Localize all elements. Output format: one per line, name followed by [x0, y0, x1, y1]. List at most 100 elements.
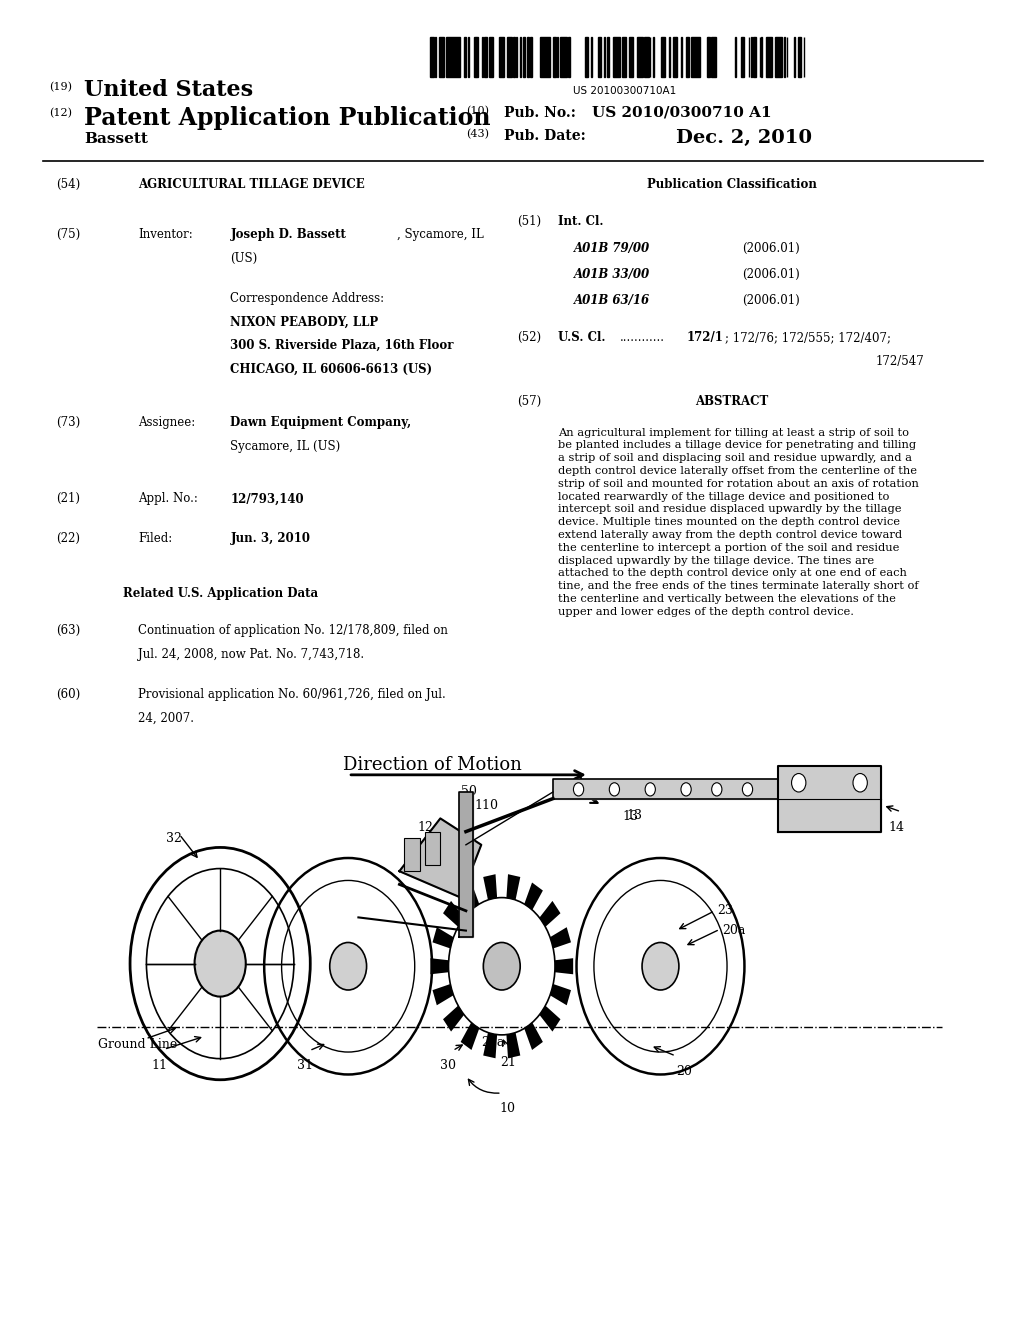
Text: Patent Application Publication: Patent Application Publication	[84, 106, 490, 129]
Bar	[484, 37, 486, 77]
Polygon shape	[540, 1006, 560, 1031]
Bar	[709, 37, 710, 77]
Text: Dawn Equipment Company,: Dawn Equipment Company,	[230, 416, 412, 429]
Bar	[527, 37, 529, 77]
Text: 300 S. Riverside Plaza, 16th Floor: 300 S. Riverside Plaza, 16th Floor	[230, 339, 454, 352]
Bar	[637, 37, 643, 77]
Bar	[612, 37, 620, 77]
Polygon shape	[524, 1023, 543, 1049]
Text: 31: 31	[297, 1059, 313, 1072]
Bar	[707, 37, 709, 77]
Bar	[623, 37, 627, 77]
Text: Jun. 3, 2010: Jun. 3, 2010	[230, 532, 310, 545]
Text: An agricultural implement for tilling at least a strip of soil to
be planted inc: An agricultural implement for tilling at…	[558, 428, 919, 616]
Bar	[489, 37, 493, 77]
Bar	[604, 37, 605, 77]
Text: 21a: 21a	[481, 1036, 505, 1049]
Text: Assignee:: Assignee:	[138, 416, 196, 429]
Text: A01B 79/00: A01B 79/00	[573, 242, 649, 255]
Text: 20: 20	[676, 1065, 692, 1078]
Circle shape	[573, 783, 584, 796]
Polygon shape	[550, 983, 571, 1006]
Text: 12: 12	[418, 821, 434, 834]
Text: Int. Cl.: Int. Cl.	[558, 215, 603, 228]
Text: 172/547: 172/547	[876, 355, 925, 368]
Circle shape	[195, 931, 246, 997]
Polygon shape	[399, 818, 481, 898]
Text: ; 172/76; 172/555; 172/407;: ; 172/76; 172/555; 172/407;	[725, 331, 891, 345]
Text: 12/793,140: 12/793,140	[230, 492, 304, 506]
Polygon shape	[461, 1023, 479, 1049]
Text: 24, 2007.: 24, 2007.	[138, 711, 195, 725]
Bar	[598, 37, 601, 77]
Text: 11: 11	[152, 1059, 168, 1072]
Text: ABSTRACT: ABSTRACT	[695, 395, 769, 408]
Text: 30: 30	[440, 1059, 457, 1072]
Text: Jul. 24, 2008, now Pat. No. 7,743,718.: Jul. 24, 2008, now Pat. No. 7,743,718.	[138, 648, 365, 661]
Bar	[541, 37, 551, 77]
Polygon shape	[483, 874, 497, 900]
Bar	[673, 37, 676, 77]
Text: Sycamore, IL (US): Sycamore, IL (US)	[230, 440, 341, 453]
Bar	[798, 37, 801, 77]
Bar	[507, 37, 512, 77]
Bar	[568, 37, 570, 77]
Text: 20a: 20a	[722, 924, 745, 937]
Bar	[425, 832, 440, 865]
Bar	[500, 37, 504, 77]
Text: AGRICULTURAL TILLAGE DEVICE: AGRICULTURAL TILLAGE DEVICE	[138, 178, 365, 191]
Text: (63): (63)	[56, 624, 81, 638]
Text: (10): (10)	[466, 106, 488, 116]
Polygon shape	[553, 779, 778, 799]
Text: Pub. Date:: Pub. Date:	[504, 129, 586, 144]
Text: (US): (US)	[230, 252, 258, 265]
Text: Correspondence Address:: Correspondence Address:	[230, 292, 385, 305]
Text: A01B 33/00: A01B 33/00	[573, 268, 649, 281]
Text: Filed:: Filed:	[138, 532, 172, 545]
Text: 32: 32	[166, 832, 182, 845]
Circle shape	[742, 783, 753, 796]
Bar	[468, 37, 469, 77]
Bar	[557, 37, 558, 77]
Text: Direction of Motion: Direction of Motion	[343, 756, 522, 775]
Bar	[686, 37, 689, 77]
Bar	[761, 37, 762, 77]
Polygon shape	[443, 902, 464, 927]
Bar	[430, 37, 434, 77]
Circle shape	[681, 783, 691, 796]
Text: CHICAGO, IL 60606-6613 (US): CHICAGO, IL 60606-6613 (US)	[230, 363, 432, 376]
Text: (75): (75)	[56, 228, 81, 242]
Bar	[530, 37, 532, 77]
Bar	[775, 37, 782, 77]
Bar	[606, 37, 608, 77]
Text: Joseph D. Bassett: Joseph D. Bassett	[230, 228, 346, 242]
Circle shape	[792, 774, 806, 792]
Polygon shape	[507, 874, 520, 900]
Bar	[741, 37, 744, 77]
Bar	[681, 37, 682, 77]
Text: (60): (60)	[56, 688, 81, 701]
Bar	[734, 37, 736, 77]
Circle shape	[645, 783, 655, 796]
Text: , Sycamore, IL: , Sycamore, IL	[397, 228, 484, 242]
Text: Inventor:: Inventor:	[138, 228, 193, 242]
Text: (52): (52)	[517, 331, 542, 345]
Bar	[691, 37, 700, 77]
Polygon shape	[461, 883, 479, 909]
Text: 13: 13	[623, 810, 639, 824]
Text: (19): (19)	[49, 82, 72, 92]
Text: Pub. No.:: Pub. No.:	[504, 106, 575, 120]
Text: Appl. No.:: Appl. No.:	[138, 492, 198, 506]
Circle shape	[483, 942, 520, 990]
Text: Bassett: Bassett	[84, 132, 147, 147]
Bar	[766, 37, 772, 77]
Bar	[644, 37, 649, 77]
Text: U.S. Cl.: U.S. Cl.	[558, 331, 605, 345]
Text: (2006.01): (2006.01)	[742, 242, 800, 255]
Text: Continuation of application No. 12/178,809, filed on: Continuation of application No. 12/178,8…	[138, 624, 449, 638]
Text: ............: ............	[620, 331, 665, 345]
Polygon shape	[778, 766, 881, 832]
Polygon shape	[483, 1032, 497, 1059]
Bar	[560, 37, 567, 77]
Polygon shape	[524, 883, 543, 909]
